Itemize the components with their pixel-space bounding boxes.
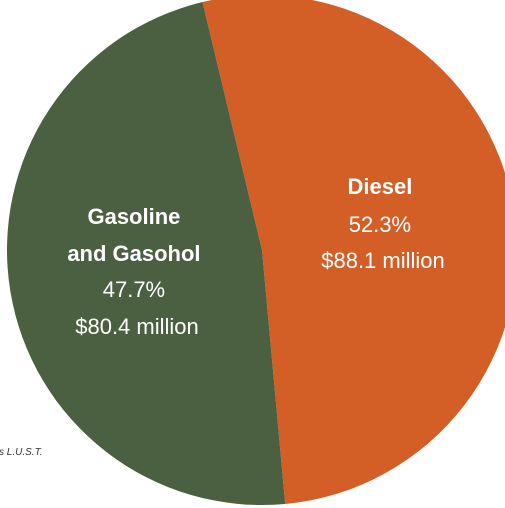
slice-amount-diesel: $88.1 million xyxy=(321,248,445,273)
slice-name-gasoline-line-1: Gasoline xyxy=(87,204,180,229)
slice-name-diesel-line-1: Diesel xyxy=(348,174,413,199)
slice-name-gasoline-line-2: and Gasohol xyxy=(67,241,200,266)
slice-amount-gasoline: $80.4 million xyxy=(75,314,199,339)
pie-slices xyxy=(6,0,505,506)
slice-percent-gasoline: 47.7% xyxy=(103,277,165,302)
slice-label-diesel: Diesel 52.3% $88.1 million xyxy=(321,174,445,273)
pie-slice-gasoline xyxy=(6,2,286,506)
footnote: s L.U.S.T. xyxy=(0,447,43,458)
slice-percent-diesel: 52.3% xyxy=(349,212,411,237)
pie-slice-diesel xyxy=(202,0,505,504)
slice-label-gasoline: Gasoline and Gasohol 47.7% $80.4 million xyxy=(67,204,206,339)
